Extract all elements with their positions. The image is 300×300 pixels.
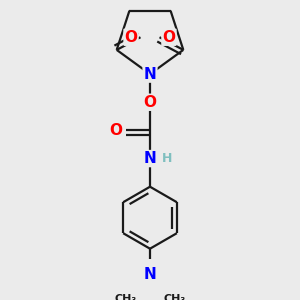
Text: O: O <box>143 95 157 110</box>
Text: CH₃: CH₃ <box>163 294 185 300</box>
Text: CH₃: CH₃ <box>115 294 137 300</box>
Text: N: N <box>144 267 156 282</box>
Text: N: N <box>144 67 156 82</box>
Text: O: O <box>163 30 176 45</box>
Text: O: O <box>109 123 122 138</box>
Text: H: H <box>161 152 172 165</box>
Text: N: N <box>144 151 156 166</box>
Text: O: O <box>124 30 137 45</box>
